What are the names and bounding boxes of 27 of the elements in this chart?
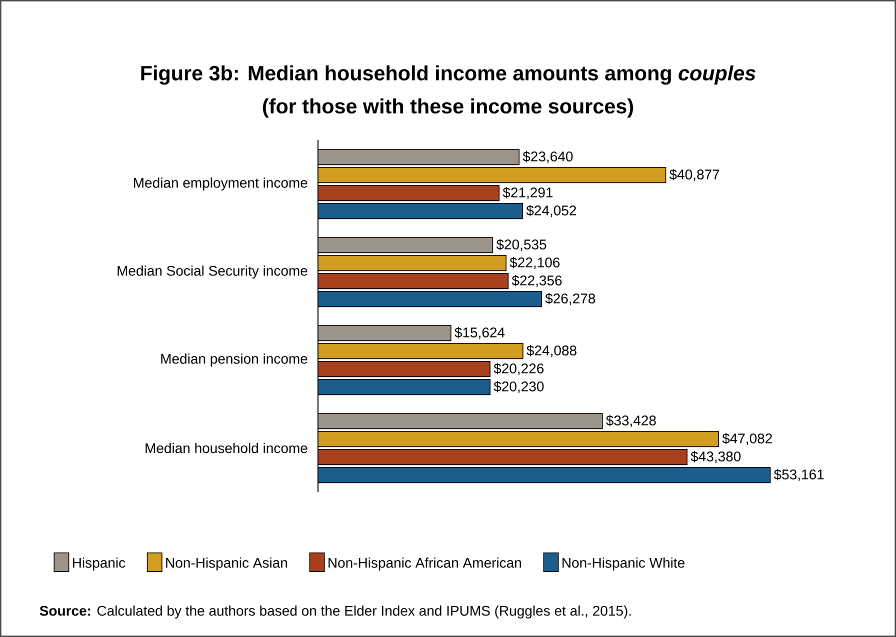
y-tick-label: Median employment income bbox=[134, 177, 308, 191]
data-label: $22,356 bbox=[512, 274, 562, 288]
data-label: $47,082 bbox=[722, 432, 772, 446]
data-label: $20,230 bbox=[494, 380, 544, 394]
y-tick-label: Median Social Security income bbox=[118, 265, 308, 279]
data-label: $53,161 bbox=[774, 468, 824, 482]
data-label: $20,226 bbox=[494, 362, 544, 376]
chart-title: Figure 3b: Median household income amounts among couples bbox=[141, 65, 756, 85]
legend-label: Hispanic bbox=[73, 558, 126, 571]
data-label: $15,624 bbox=[454, 326, 505, 340]
legend-label: Non-Hispanic Asian bbox=[166, 558, 288, 571]
text: Source: Calculated by the authors based on the Elder Index and IPUMS (Ruggles et al., 2015). bbox=[40, 605, 631, 619]
y-tick-label: Median household income bbox=[146, 442, 308, 454]
data-label: $40,877 bbox=[669, 168, 720, 182]
data-label: $22,106 bbox=[510, 256, 560, 270]
data-label: $26,278 bbox=[545, 292, 596, 306]
legend-label: Non-Hispanic African American bbox=[328, 558, 521, 571]
chart-subtitle: (for those with these income sources) bbox=[262, 98, 633, 118]
data-label: $33,428 bbox=[606, 414, 656, 428]
data-label: $21,291 bbox=[502, 186, 553, 200]
data-label: $23,640 bbox=[522, 150, 573, 164]
y-tick-label: Median pension income bbox=[161, 353, 308, 367]
data-label: $43,380 bbox=[690, 450, 741, 464]
data-label: $20,535 bbox=[496, 238, 546, 252]
legend-label: Non-Hispanic White bbox=[562, 558, 684, 571]
data-label: $24,088 bbox=[526, 344, 576, 358]
data-label: $24,052 bbox=[526, 204, 576, 218]
